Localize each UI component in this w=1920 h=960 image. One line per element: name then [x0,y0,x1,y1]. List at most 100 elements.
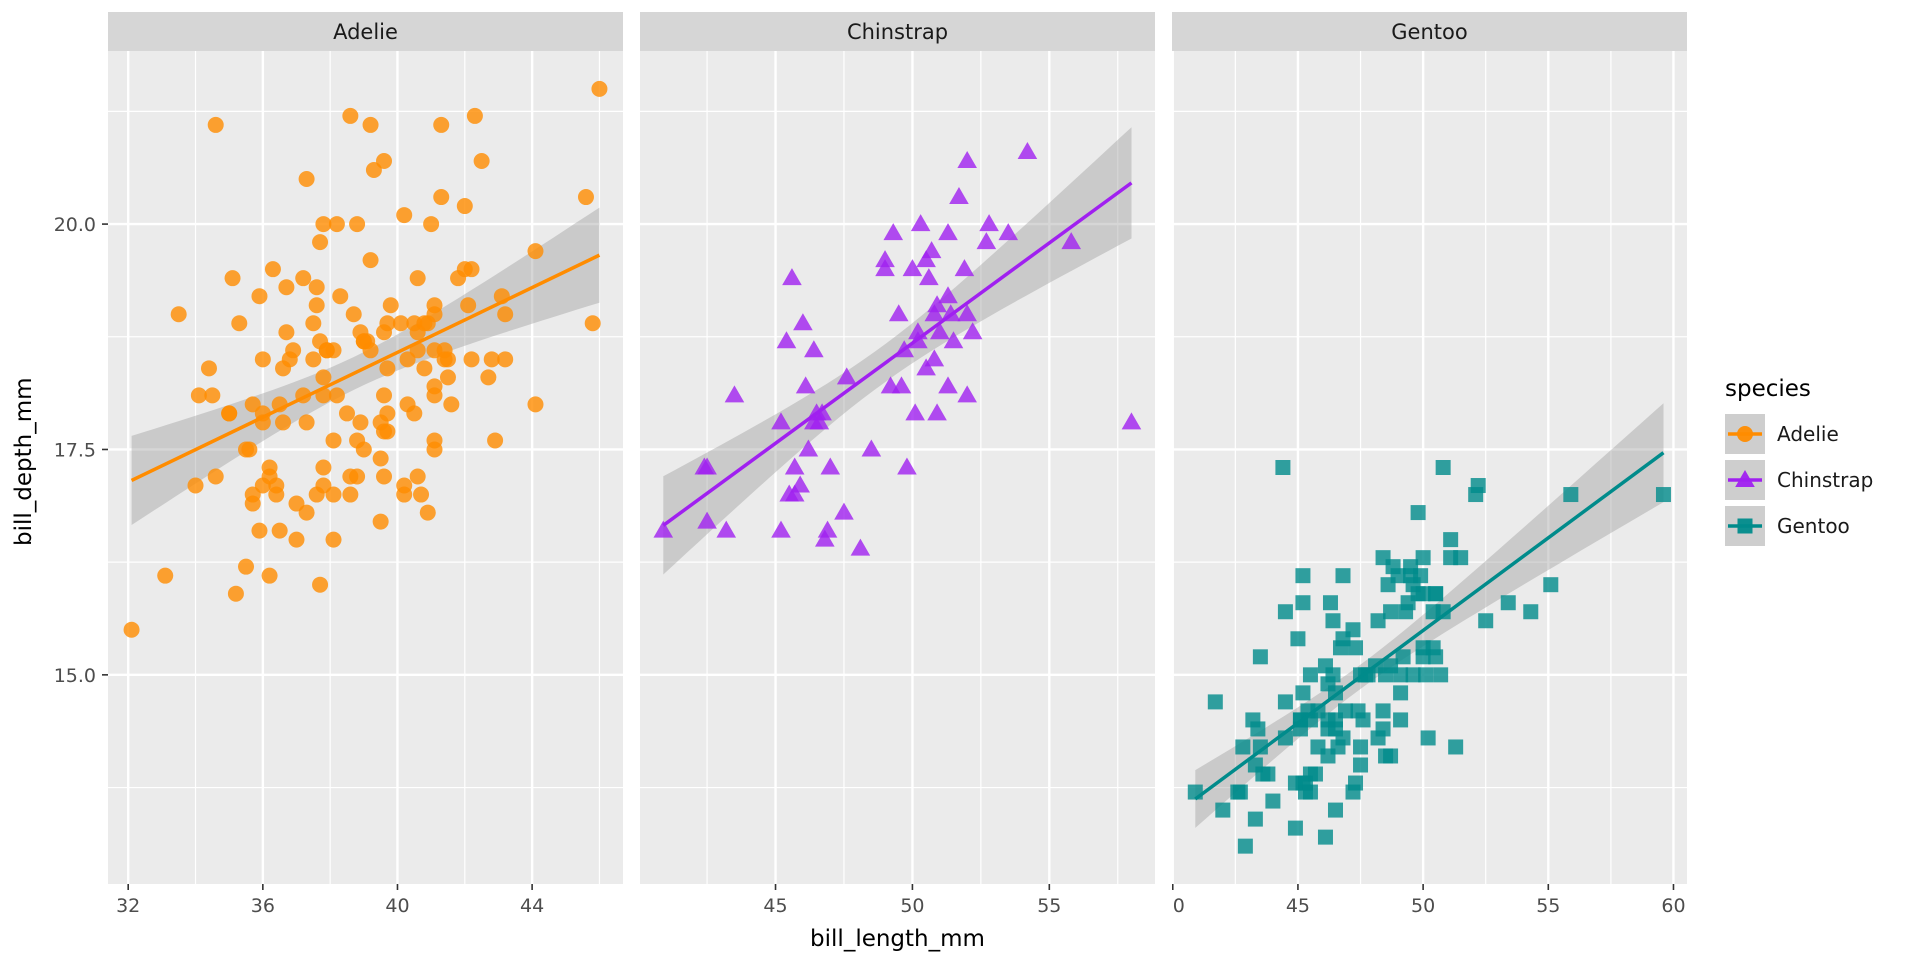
data-point [443,396,460,413]
data-point [820,457,841,475]
data-point [328,216,345,233]
data-point [254,351,271,368]
facet-strip-label: Adelie [333,19,398,44]
data-point [850,538,871,556]
legend-item-chinstrap: Chinstrap [1725,459,1873,500]
data-point [938,376,958,394]
data-point [399,351,416,368]
data-point [238,558,255,575]
data-point [817,520,838,538]
data-point [362,342,379,359]
panel-background [640,51,1155,884]
data-point [275,414,292,431]
data-point [1353,739,1369,755]
data-point [288,531,305,548]
facet-panel-adelie: 32 36 40 44 [108,51,623,917]
data-point [473,152,490,169]
data-point [487,432,504,449]
legend-key-chinstrap [1725,459,1765,500]
legend-key-adelie [1725,413,1765,454]
data-point [362,116,379,133]
data-point [1335,568,1351,584]
data-point [157,567,174,584]
data-point [1237,838,1253,854]
data-point [342,486,359,503]
data-point [919,268,939,286]
data-point [1320,748,1336,764]
legend-title: species [1725,375,1811,402]
data-point [483,351,500,368]
data-point [187,477,204,494]
data-point [271,522,288,539]
circle-marker-icon [1737,425,1753,442]
data-point [527,396,544,413]
data-point [1348,640,1364,656]
data-point [1375,703,1391,719]
data-point [450,270,467,287]
data-point [372,513,389,530]
data-point [224,270,241,287]
data-point [227,585,244,602]
data-point [591,80,608,97]
data-point [1287,820,1303,836]
regression-line [1194,451,1665,801]
x-tick-label: 60 [1661,895,1685,917]
data-point [697,457,717,475]
data-point [315,216,332,233]
data-point [345,306,362,323]
data-point [924,304,945,322]
data-point [954,259,975,277]
data-point [466,107,483,124]
data-point [1277,694,1293,710]
data-point [1290,631,1306,647]
data-point [426,441,443,458]
data-point [315,459,332,476]
data-point [1350,703,1366,719]
legend-item-label: Adelie [1777,421,1839,446]
data-point [190,387,207,404]
data-point [231,315,248,332]
data-point [1413,568,1429,584]
data-point [298,504,315,521]
data-point [1207,694,1223,710]
data-point [406,405,423,422]
data-point [1543,577,1559,593]
data-point [328,387,345,404]
data-point [1353,757,1369,773]
data-point [1655,487,1671,503]
data-point [1393,667,1409,683]
data-point [1250,721,1266,737]
data-point [460,297,477,314]
data-point [1307,766,1323,782]
data-point [439,369,456,386]
data-point [362,252,379,269]
data-point [1277,604,1293,620]
data-point [834,502,854,520]
data-point [927,403,947,421]
x-tick-label: 36 [251,895,275,917]
data-point [379,315,396,332]
data-point [1252,649,1268,665]
facet-strip-chinstrap: Chinstrap [640,12,1155,51]
legend: species Adelie Chinstrap Gentoo [1725,376,1873,552]
data-point [1295,568,1311,584]
data-point [1405,667,1421,683]
data-point [325,486,342,503]
data-point [1428,586,1444,602]
data-point [382,297,399,314]
points-layer [123,80,608,638]
data-point [1420,730,1436,746]
data-point [1335,730,1351,746]
data-point [784,484,805,502]
data-point [812,403,832,421]
y-tick-label: 17.5 [54,439,96,461]
data-point [207,468,224,485]
data-point [836,367,857,385]
data-point [1327,802,1343,818]
data-point [776,331,797,349]
data-point [1410,586,1426,602]
data-point [221,405,238,422]
data-point [456,198,473,215]
data-point [1320,721,1336,737]
